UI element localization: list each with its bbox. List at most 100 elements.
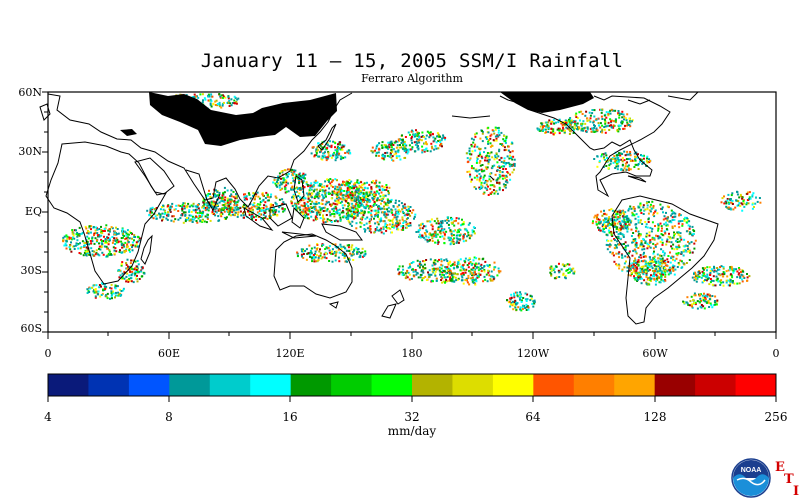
rain-pixel: [341, 253, 344, 255]
rain-pixel: [468, 158, 471, 161]
rain-pixel: [383, 144, 386, 146]
rain-pixel: [467, 223, 470, 226]
rain-pixel: [541, 129, 544, 132]
rain-pixel: [638, 275, 641, 277]
rain-pixel: [665, 224, 668, 227]
rain-pixel: [340, 184, 343, 187]
rain-pixel: [498, 159, 501, 161]
rain-pixel: [334, 142, 337, 145]
rain-pixel: [122, 243, 125, 246]
rain-pixel: [355, 227, 358, 230]
rain-pixel: [374, 193, 377, 196]
rain-pixel: [617, 228, 620, 231]
rain-pixel: [480, 187, 483, 190]
rain-pixel: [77, 233, 79, 236]
rain-pixel: [416, 259, 419, 262]
rain-pixel: [127, 241, 130, 243]
rain-pixel: [696, 274, 699, 277]
rain-pixel: [716, 299, 719, 302]
rain-pixel: [639, 202, 642, 205]
rain-pixel: [497, 131, 500, 134]
rain-pixel: [345, 208, 348, 211]
rain-pixel: [213, 207, 216, 210]
rain-pixel: [389, 153, 392, 156]
rain-pixel: [644, 240, 647, 243]
rain-pixel: [663, 252, 666, 255]
rain-pixel: [639, 221, 642, 224]
rain-pixel: [416, 131, 419, 134]
rain-pixel: [675, 246, 678, 249]
rain-pixel: [403, 140, 406, 143]
rain-pixel: [717, 280, 720, 283]
rain-pixel: [498, 134, 501, 137]
rain-pixel: [470, 263, 473, 266]
rain-pixel: [302, 253, 305, 255]
rain-pixel: [496, 161, 499, 164]
rain-pixel: [367, 195, 370, 198]
rain-pixel: [569, 117, 572, 120]
rain-pixel: [460, 279, 463, 282]
rain-pixel: [91, 236, 94, 239]
rain-pixel: [709, 302, 712, 305]
rain-pixel: [432, 267, 435, 270]
rain-pixel: [669, 237, 672, 240]
rain-pixel: [332, 154, 335, 157]
rain-pixel: [358, 181, 361, 184]
rain-pixel: [487, 162, 490, 165]
rain-pixel: [336, 212, 339, 215]
rain-pixel: [370, 190, 373, 193]
rain-pixel: [450, 232, 453, 235]
rain-pixel: [704, 294, 707, 297]
rain-pixel: [498, 150, 501, 153]
rain-pixel: [359, 221, 362, 224]
rain-pixel: [516, 291, 519, 294]
rain-pixel: [512, 308, 515, 311]
rain-pixel: [337, 196, 340, 199]
rain-pixel: [461, 267, 464, 269]
rain-pixel: [242, 212, 244, 215]
rain-pixel: [485, 273, 488, 276]
rain-pixel: [337, 248, 340, 251]
rain-pixel: [449, 236, 452, 239]
rain-pixel: [624, 241, 627, 244]
rain-pixel: [637, 215, 640, 218]
rain-pixel: [503, 146, 506, 149]
rain-pixel: [549, 131, 552, 134]
rain-pixel: [134, 236, 136, 238]
rain-pixel: [403, 220, 406, 223]
rain-pixel: [618, 159, 621, 161]
rain-pixel: [347, 246, 350, 249]
rain-pixel: [462, 240, 465, 243]
rain-pixel: [204, 206, 206, 209]
rain-pixel: [380, 231, 383, 234]
rain-pixel: [316, 155, 319, 158]
rain-pixel: [428, 269, 431, 272]
rain-pixel: [625, 260, 627, 263]
rain-pixel: [98, 235, 101, 238]
rain-pixel: [209, 219, 212, 222]
rain-pixel: [385, 229, 388, 232]
rain-pixel: [621, 226, 624, 229]
rain-pixel: [305, 248, 308, 251]
rain-pixel: [647, 243, 650, 246]
rain-pixel: [409, 224, 412, 227]
rain-pixel: [507, 149, 510, 152]
rain-pixel: [410, 211, 413, 214]
rain-pixel: [496, 192, 499, 195]
rain-pixel: [615, 252, 618, 255]
rain-pixel: [396, 212, 399, 215]
rain-pixel: [660, 274, 663, 277]
rain-pixel: [613, 238, 616, 240]
rain-pixel: [344, 156, 347, 159]
rain-pixel: [631, 262, 634, 265]
rain-pixel: [315, 211, 318, 214]
rain-pixel: [121, 246, 124, 249]
rain-pixel: [351, 185, 354, 188]
rain-pixel: [315, 254, 318, 257]
rain-pixel: [388, 143, 391, 146]
rain-pixel: [601, 130, 604, 133]
rain-pixel: [736, 282, 739, 285]
rain-pixel: [518, 297, 521, 300]
rain-pixel: [150, 208, 153, 211]
rain-pixel: [290, 202, 293, 205]
